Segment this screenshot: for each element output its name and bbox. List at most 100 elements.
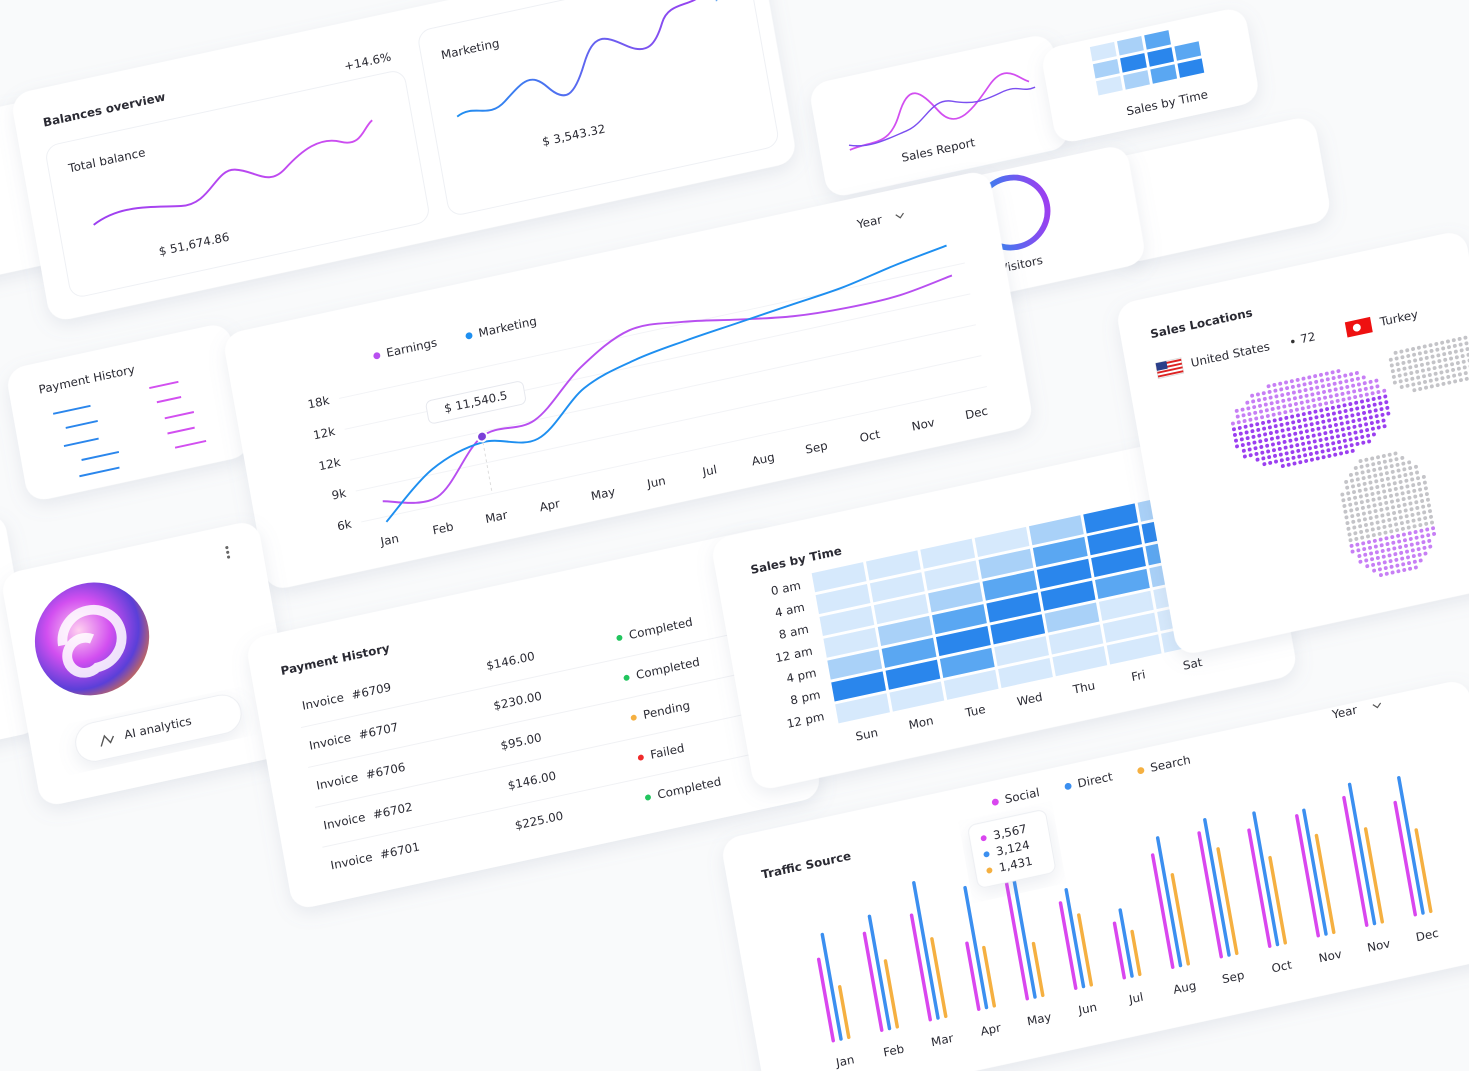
map-dot	[1280, 393, 1285, 398]
map-dot	[1397, 474, 1402, 479]
map-dot	[1402, 538, 1407, 543]
map-dot	[1381, 483, 1386, 488]
map-dot	[1315, 421, 1320, 425]
map-dot	[1287, 433, 1292, 437]
map-dot	[1427, 373, 1432, 377]
tile-cell	[1089, 41, 1117, 62]
map-dot	[1317, 396, 1322, 401]
map-dot	[1372, 467, 1377, 472]
subcard	[418, 0, 779, 215]
map-dot	[1416, 547, 1421, 552]
map-dot	[1426, 503, 1431, 508]
traffic-bar	[1031, 941, 1045, 998]
traffic-bar	[1130, 929, 1142, 977]
map-dot	[1439, 370, 1444, 375]
map-dot	[1272, 448, 1276, 453]
map-dot	[1444, 363, 1449, 368]
map-dot	[1284, 451, 1289, 456]
tile-line	[156, 396, 182, 404]
map-dot	[1406, 490, 1411, 495]
map-dot	[1370, 391, 1375, 396]
map-dot	[1388, 357, 1393, 362]
map-dot	[1328, 394, 1333, 399]
heat-cell	[990, 614, 1046, 645]
period-select: Year	[1330, 703, 1358, 722]
map-dot	[1237, 426, 1242, 430]
tile-line	[63, 437, 99, 448]
map-dot	[1322, 425, 1327, 430]
map-dot	[1389, 363, 1394, 368]
map-dot	[1430, 520, 1434, 525]
map-dot	[1248, 453, 1253, 458]
map-dot	[1354, 536, 1359, 541]
map-dot	[1375, 520, 1380, 525]
map-dot	[1424, 521, 1429, 526]
map-dot	[1360, 470, 1365, 475]
map-dot	[1299, 400, 1304, 405]
map-dot	[1370, 456, 1375, 461]
map-dot	[1415, 369, 1420, 374]
sparkline	[849, 72, 1030, 151]
map-dot	[1304, 393, 1309, 398]
map-dot	[1413, 358, 1418, 363]
map-dot	[1331, 376, 1336, 381]
map-dot	[1398, 545, 1403, 550]
map-dot	[1389, 564, 1394, 569]
map-dot	[1374, 378, 1379, 383]
map-dot	[1347, 396, 1352, 401]
map-dot	[1342, 438, 1347, 443]
x-label: Sep	[1221, 968, 1245, 986]
map-dot	[1332, 447, 1337, 451]
map-dot	[1337, 440, 1341, 444]
sparkline	[848, 86, 1036, 147]
map-dot	[1364, 457, 1369, 462]
map-dot	[1260, 415, 1265, 420]
map-dot	[1255, 457, 1260, 462]
map-dot	[1350, 378, 1355, 382]
row-divider	[308, 668, 765, 768]
map-dot	[1253, 410, 1258, 415]
x-label: Nov	[1366, 936, 1391, 955]
map-dot	[1412, 524, 1417, 529]
map-dot	[1259, 445, 1264, 449]
map-dot	[1329, 400, 1334, 405]
map-dot	[1270, 442, 1275, 447]
map-dot	[1429, 514, 1433, 519]
heat-cell	[943, 669, 999, 700]
map-dot	[1278, 381, 1283, 386]
map-dot	[1268, 460, 1273, 465]
map-dot	[1380, 513, 1385, 518]
map-dot	[1331, 441, 1336, 446]
map-dot	[1381, 554, 1386, 559]
map-dot	[1435, 347, 1440, 352]
map-dot	[1344, 479, 1349, 484]
map-dot	[1411, 518, 1416, 523]
map-dot	[1370, 557, 1375, 562]
map-dot	[1353, 430, 1358, 435]
map-dot	[1264, 438, 1269, 442]
map-dot	[1350, 549, 1355, 554]
map-dot	[1435, 383, 1440, 388]
map-dot	[1252, 405, 1257, 410]
map-dot	[1400, 355, 1405, 360]
map-dot	[1397, 539, 1402, 544]
map-dot	[1366, 404, 1371, 408]
map-dot	[1395, 362, 1400, 367]
separator-dot	[1291, 339, 1295, 344]
map-dot	[1426, 367, 1431, 372]
heat-cell	[928, 582, 983, 613]
menu-dot	[225, 546, 229, 550]
map-dot	[1352, 525, 1357, 530]
map-dot	[1318, 438, 1323, 443]
map-dot	[1364, 422, 1369, 427]
map-dot	[1441, 381, 1446, 386]
heat-cell	[935, 626, 991, 657]
heat-cell	[1032, 536, 1088, 568]
map-dot	[1388, 559, 1393, 564]
map-dot	[1324, 436, 1329, 441]
map-dot	[1350, 514, 1355, 519]
map-dot	[1400, 526, 1405, 531]
map-dot	[1354, 400, 1359, 405]
map-dot	[1349, 508, 1354, 513]
map-dot	[1352, 389, 1357, 394]
